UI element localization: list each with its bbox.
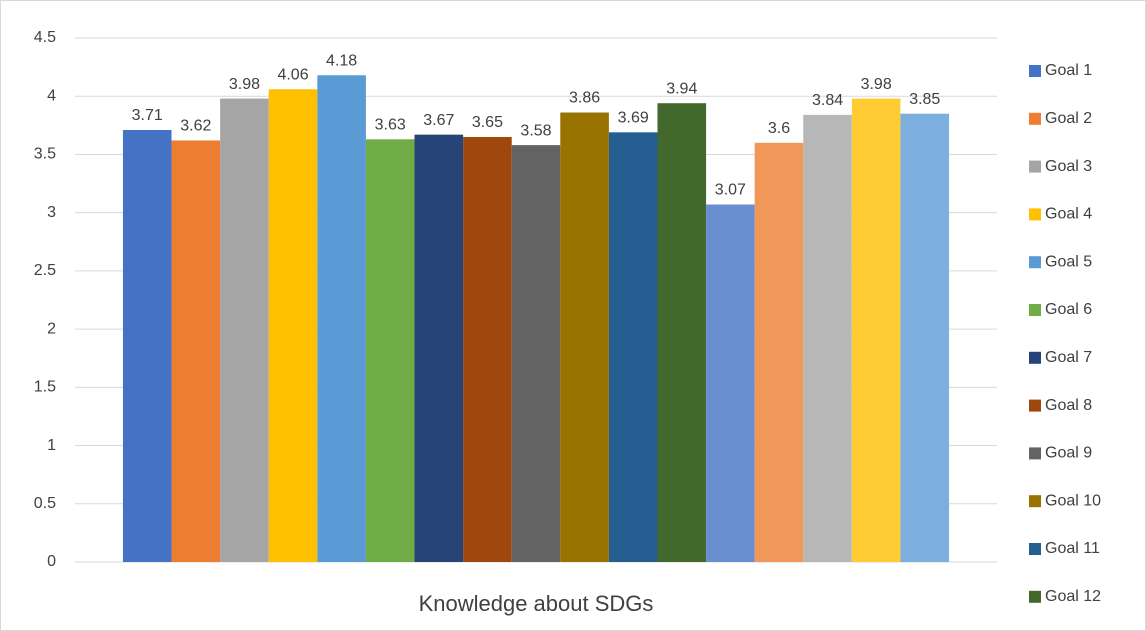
bar (706, 204, 755, 562)
legend-label: Goal 6 (1045, 301, 1092, 318)
legend-marker (1029, 495, 1041, 508)
legend-marker (1029, 112, 1041, 125)
bar (560, 112, 609, 562)
y-tick-label: 4.5 (34, 29, 56, 46)
bar (268, 89, 318, 562)
bar (754, 142, 804, 563)
legend-marker (1029, 543, 1041, 555)
bar (463, 136, 512, 562)
bar (171, 140, 221, 562)
legend-marker (1029, 256, 1041, 269)
bar (414, 134, 464, 562)
legend-label: Goal 1 (1045, 62, 1092, 79)
y-tick-label: 3 (47, 204, 56, 221)
y-tick-label: 0 (47, 553, 56, 570)
y-tick-label: 4 (47, 87, 56, 104)
data-label: 3.07 (715, 182, 746, 199)
data-label: 4.18 (326, 52, 357, 69)
y-tick-label: 2 (47, 320, 56, 337)
legend-label: Goal 11 (1045, 540, 1100, 557)
bar (511, 145, 561, 562)
data-label: 3.62 (180, 118, 211, 135)
y-tick-label: 3.5 (34, 146, 56, 163)
legend-label: Goal 5 (1045, 253, 1092, 270)
legend-marker (1029, 65, 1041, 77)
data-label: 3.69 (618, 110, 649, 127)
legend-label: Goal 12 (1045, 588, 1101, 605)
legend-marker (1029, 590, 1041, 603)
legend-marker (1029, 304, 1041, 316)
legend-marker (1029, 351, 1041, 364)
data-label: 3.86 (569, 90, 600, 107)
data-label: 3.58 (520, 122, 551, 139)
legend-marker (1029, 208, 1041, 221)
legend-marker (1029, 160, 1041, 173)
data-label: 3.71 (132, 107, 163, 124)
data-label: 3.67 (423, 112, 454, 129)
legend-label: Goal 10 (1045, 492, 1101, 509)
y-tick-label: 1 (47, 437, 56, 454)
data-label: 3.65 (472, 114, 503, 131)
data-label: 3.84 (812, 92, 843, 109)
bar (657, 103, 707, 562)
data-label: 3.85 (909, 91, 940, 108)
data-label: 4.06 (277, 66, 308, 83)
legend-marker (1029, 399, 1041, 412)
bar (122, 129, 172, 563)
data-label: 3.6 (768, 120, 790, 137)
bar (851, 98, 901, 562)
data-label: 3.63 (375, 117, 406, 134)
data-label: 3.98 (229, 76, 260, 93)
data-label: 3.98 (861, 76, 892, 93)
legend-label: Goal 9 (1045, 445, 1092, 462)
bar (608, 132, 658, 562)
bar (803, 114, 852, 562)
legend-label: Goal 3 (1045, 158, 1092, 175)
y-tick-label: 1.5 (34, 379, 56, 396)
y-tick-label: 0.5 (34, 495, 56, 512)
legend-marker (1029, 447, 1041, 460)
bar (317, 75, 366, 563)
legend-label: Goal 8 (1045, 397, 1092, 414)
legend-label: Goal 4 (1045, 206, 1092, 223)
bar (365, 139, 415, 562)
legend-label: Goal 7 (1045, 349, 1092, 366)
x-category-label: Knowledge about SDGs (419, 591, 654, 616)
bar (220, 98, 269, 562)
legend-label: Goal 2 (1045, 110, 1092, 127)
y-tick-label: 2.5 (34, 262, 56, 279)
data-label: 3.94 (666, 80, 697, 97)
bar (900, 113, 950, 562)
